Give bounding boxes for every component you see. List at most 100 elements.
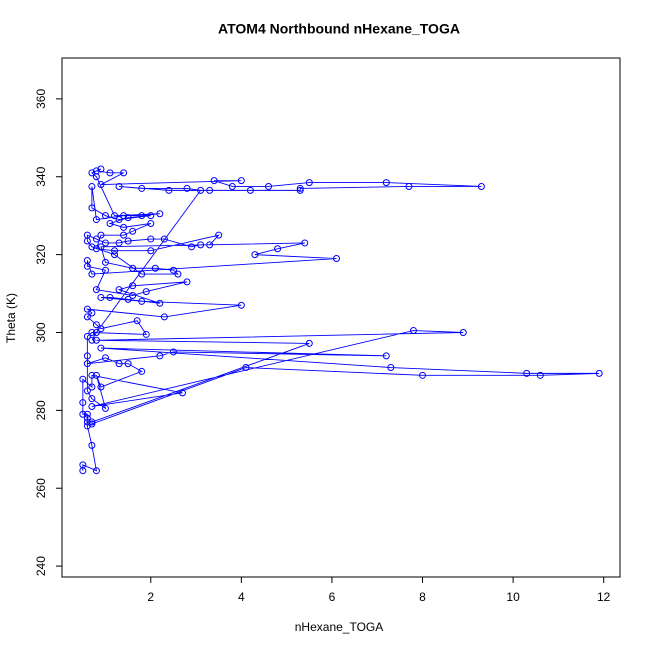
point	[178, 389, 186, 397]
series-line	[82, 168, 600, 472]
point	[197, 186, 205, 194]
point	[115, 216, 123, 224]
point	[83, 410, 91, 418]
point	[296, 184, 304, 192]
point	[92, 321, 100, 329]
point	[88, 420, 96, 428]
point	[332, 255, 340, 263]
point	[97, 231, 105, 239]
point	[83, 387, 91, 395]
point	[83, 231, 91, 239]
point	[83, 422, 91, 430]
plot-frame	[61, 57, 621, 578]
point	[101, 266, 109, 274]
point	[523, 369, 531, 377]
point	[101, 212, 109, 220]
point	[88, 441, 96, 449]
point	[97, 293, 105, 301]
point	[111, 212, 119, 220]
point	[88, 182, 96, 190]
point	[83, 256, 91, 264]
x-tick-label: 2	[147, 590, 154, 604]
point	[111, 251, 119, 259]
point	[251, 251, 259, 259]
point	[242, 364, 250, 372]
point	[124, 237, 132, 245]
point	[124, 360, 132, 368]
point	[459, 328, 467, 336]
chart-title: ATOM4 Northbound nHexane_TOGA	[218, 21, 460, 37]
point	[79, 399, 87, 407]
point	[129, 282, 137, 290]
point	[129, 264, 137, 272]
point	[88, 204, 96, 212]
point	[147, 219, 155, 227]
point	[115, 182, 123, 190]
point	[156, 352, 164, 360]
point	[228, 182, 236, 190]
point	[88, 243, 96, 251]
point	[97, 344, 105, 352]
point	[183, 278, 191, 286]
point	[79, 410, 87, 418]
point	[88, 336, 96, 344]
point	[92, 167, 100, 175]
point	[115, 239, 123, 247]
x-tick-label: 10	[506, 590, 520, 604]
y-tick-label: 360	[34, 89, 48, 109]
point	[382, 179, 390, 187]
point	[160, 235, 168, 243]
point	[387, 364, 395, 372]
point	[83, 360, 91, 368]
point	[120, 169, 128, 177]
point	[142, 330, 150, 338]
point	[88, 309, 96, 317]
point	[83, 305, 91, 313]
point	[92, 235, 100, 243]
point	[120, 212, 128, 220]
point	[210, 177, 218, 185]
point	[88, 383, 96, 391]
point	[92, 216, 100, 224]
point	[169, 348, 177, 356]
point	[92, 328, 100, 336]
point	[160, 313, 168, 321]
point	[129, 227, 137, 235]
point	[101, 404, 109, 412]
point	[92, 467, 100, 475]
point	[305, 339, 313, 347]
point	[138, 212, 146, 220]
point	[111, 247, 119, 255]
point	[97, 165, 105, 173]
point	[83, 414, 91, 422]
point	[92, 371, 100, 379]
point	[106, 219, 114, 227]
point	[115, 286, 123, 294]
point	[183, 184, 191, 192]
point	[92, 286, 100, 294]
point	[595, 369, 603, 377]
point	[206, 186, 214, 194]
point	[88, 371, 96, 379]
x-tick-label: 6	[329, 590, 336, 604]
point	[101, 354, 109, 362]
point	[129, 292, 137, 300]
point	[536, 371, 544, 379]
x-axis-label: nHexane_TOGA	[295, 620, 384, 634]
point	[138, 367, 146, 375]
y-tick-label: 280	[34, 400, 48, 420]
point	[88, 395, 96, 403]
point	[138, 270, 146, 278]
point	[88, 402, 96, 410]
point	[409, 327, 417, 335]
point	[197, 241, 205, 249]
point	[124, 214, 132, 222]
y-tick-label: 260	[34, 478, 48, 498]
point	[165, 186, 173, 194]
point	[382, 352, 390, 360]
point	[142, 288, 150, 296]
point	[83, 352, 91, 360]
point	[188, 243, 196, 251]
point	[92, 245, 100, 253]
